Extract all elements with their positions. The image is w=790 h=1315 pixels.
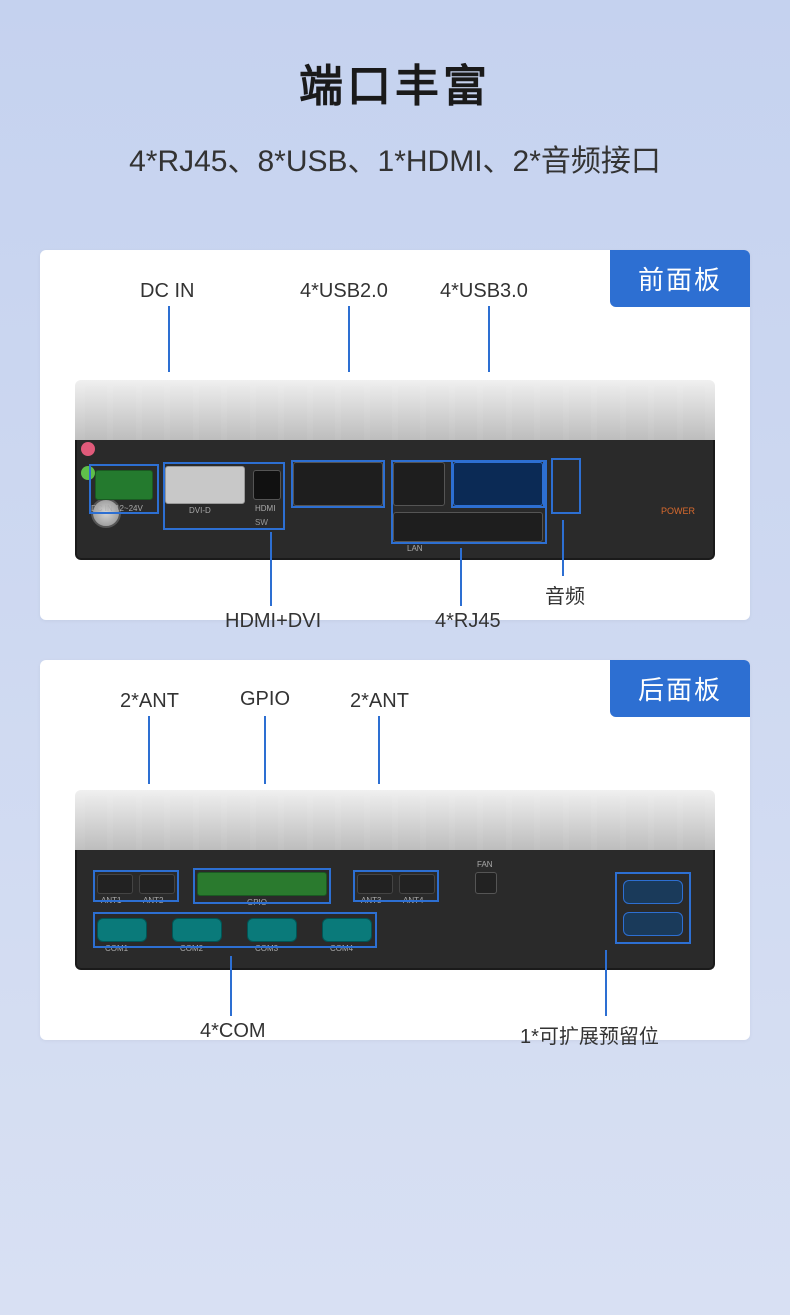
callout-line [605, 950, 607, 1016]
label-gpio: GPIO [240, 688, 290, 711]
label-com: 4*COM [200, 1020, 266, 1043]
callout-line [378, 716, 380, 784]
port-fan [475, 872, 497, 894]
label-rj45: 4*RJ45 [435, 610, 501, 633]
port-db9-a [623, 880, 683, 904]
port-db9-b [623, 912, 683, 936]
callout-line [348, 306, 350, 372]
silk-dvi: DVI-D [189, 506, 211, 515]
callout-line [264, 716, 266, 784]
silk-ant3: ANT3 [361, 896, 381, 905]
silk-gpio: GPIO [247, 898, 267, 907]
port-com1 [97, 918, 147, 942]
callout-line [460, 548, 462, 606]
device-heatsink [75, 380, 715, 440]
port-dvi [165, 466, 245, 504]
port-com3 [247, 918, 297, 942]
page-title: 端口丰富 [0, 0, 790, 114]
silk-com1: COM1 [105, 944, 128, 953]
label-ant1: 2*ANT [120, 690, 179, 713]
label-usb2: 4*USB2.0 [300, 280, 388, 303]
port-ant4 [399, 874, 435, 894]
front-panel-card: 前面板 DC IN 4*USB2.0 4*USB3.0 POWER SW DC … [40, 250, 750, 620]
port-lan-bottom [393, 512, 543, 542]
label-audio: 音频 [545, 580, 585, 609]
port-dc-in [95, 470, 153, 500]
silk-ant2: ANT2 [143, 896, 163, 905]
label-hdmi-dvi: HDMI+DVI [225, 610, 321, 633]
silk-ant4: ANT4 [403, 896, 423, 905]
device-face-back: ANT1 ANT2 GPIO ANT3 ANT4 FAN COM1 COM2 C… [75, 850, 715, 970]
device-heatsink-back [75, 790, 715, 850]
page-subtitle: 4*RJ45、8*USB、1*HDMI、2*音频接口 [0, 136, 790, 180]
sw-label: SW [255, 518, 268, 527]
front-panel-tag: 前面板 [610, 250, 750, 307]
power-label: POWER [661, 506, 695, 516]
silk-ant1: ANT1 [101, 896, 121, 905]
device-front: POWER SW DC IN 12~24V DVI-D HDMI LAN [75, 380, 715, 560]
callout-line [230, 956, 232, 1016]
port-hdmi [253, 470, 281, 500]
label-dc-in: DC IN [140, 280, 194, 303]
callout-line [488, 306, 490, 372]
port-usb3 [453, 462, 543, 506]
port-com4 [322, 918, 372, 942]
port-ant3 [357, 874, 393, 894]
device-face-front: POWER SW DC IN 12~24V DVI-D HDMI LAN [75, 440, 715, 560]
label-ant2: 2*ANT [350, 690, 409, 713]
silk-dcin: DC IN 12~24V [91, 504, 143, 513]
callout-line [168, 306, 170, 372]
silk-fan: FAN [477, 860, 493, 869]
callout-line [270, 532, 272, 606]
silk-com2: COM2 [180, 944, 203, 953]
silk-com4: COM4 [330, 944, 353, 953]
label-usb3: 4*USB3.0 [440, 280, 528, 303]
port-lan-top [393, 462, 445, 506]
power-button [91, 498, 121, 528]
device-back: ANT1 ANT2 GPIO ANT3 ANT4 FAN COM1 COM2 C… [75, 790, 715, 970]
back-panel-tag: 后面板 [610, 660, 750, 717]
port-usb2 [293, 462, 383, 506]
port-ant1 [97, 874, 133, 894]
silk-lan: LAN [407, 544, 423, 553]
label-ext: 1*可扩展预留位 [520, 1020, 659, 1049]
port-ant2 [139, 874, 175, 894]
callout-line [562, 520, 564, 576]
highlight-audio [551, 458, 581, 514]
silk-hdmi: HDMI [255, 504, 275, 513]
silk-com3: COM3 [255, 944, 278, 953]
port-gpio [197, 872, 327, 896]
port-com2 [172, 918, 222, 942]
callout-line [148, 716, 150, 784]
back-panel-card: 后面板 2*ANT GPIO 2*ANT ANT1 ANT2 [40, 660, 750, 1040]
